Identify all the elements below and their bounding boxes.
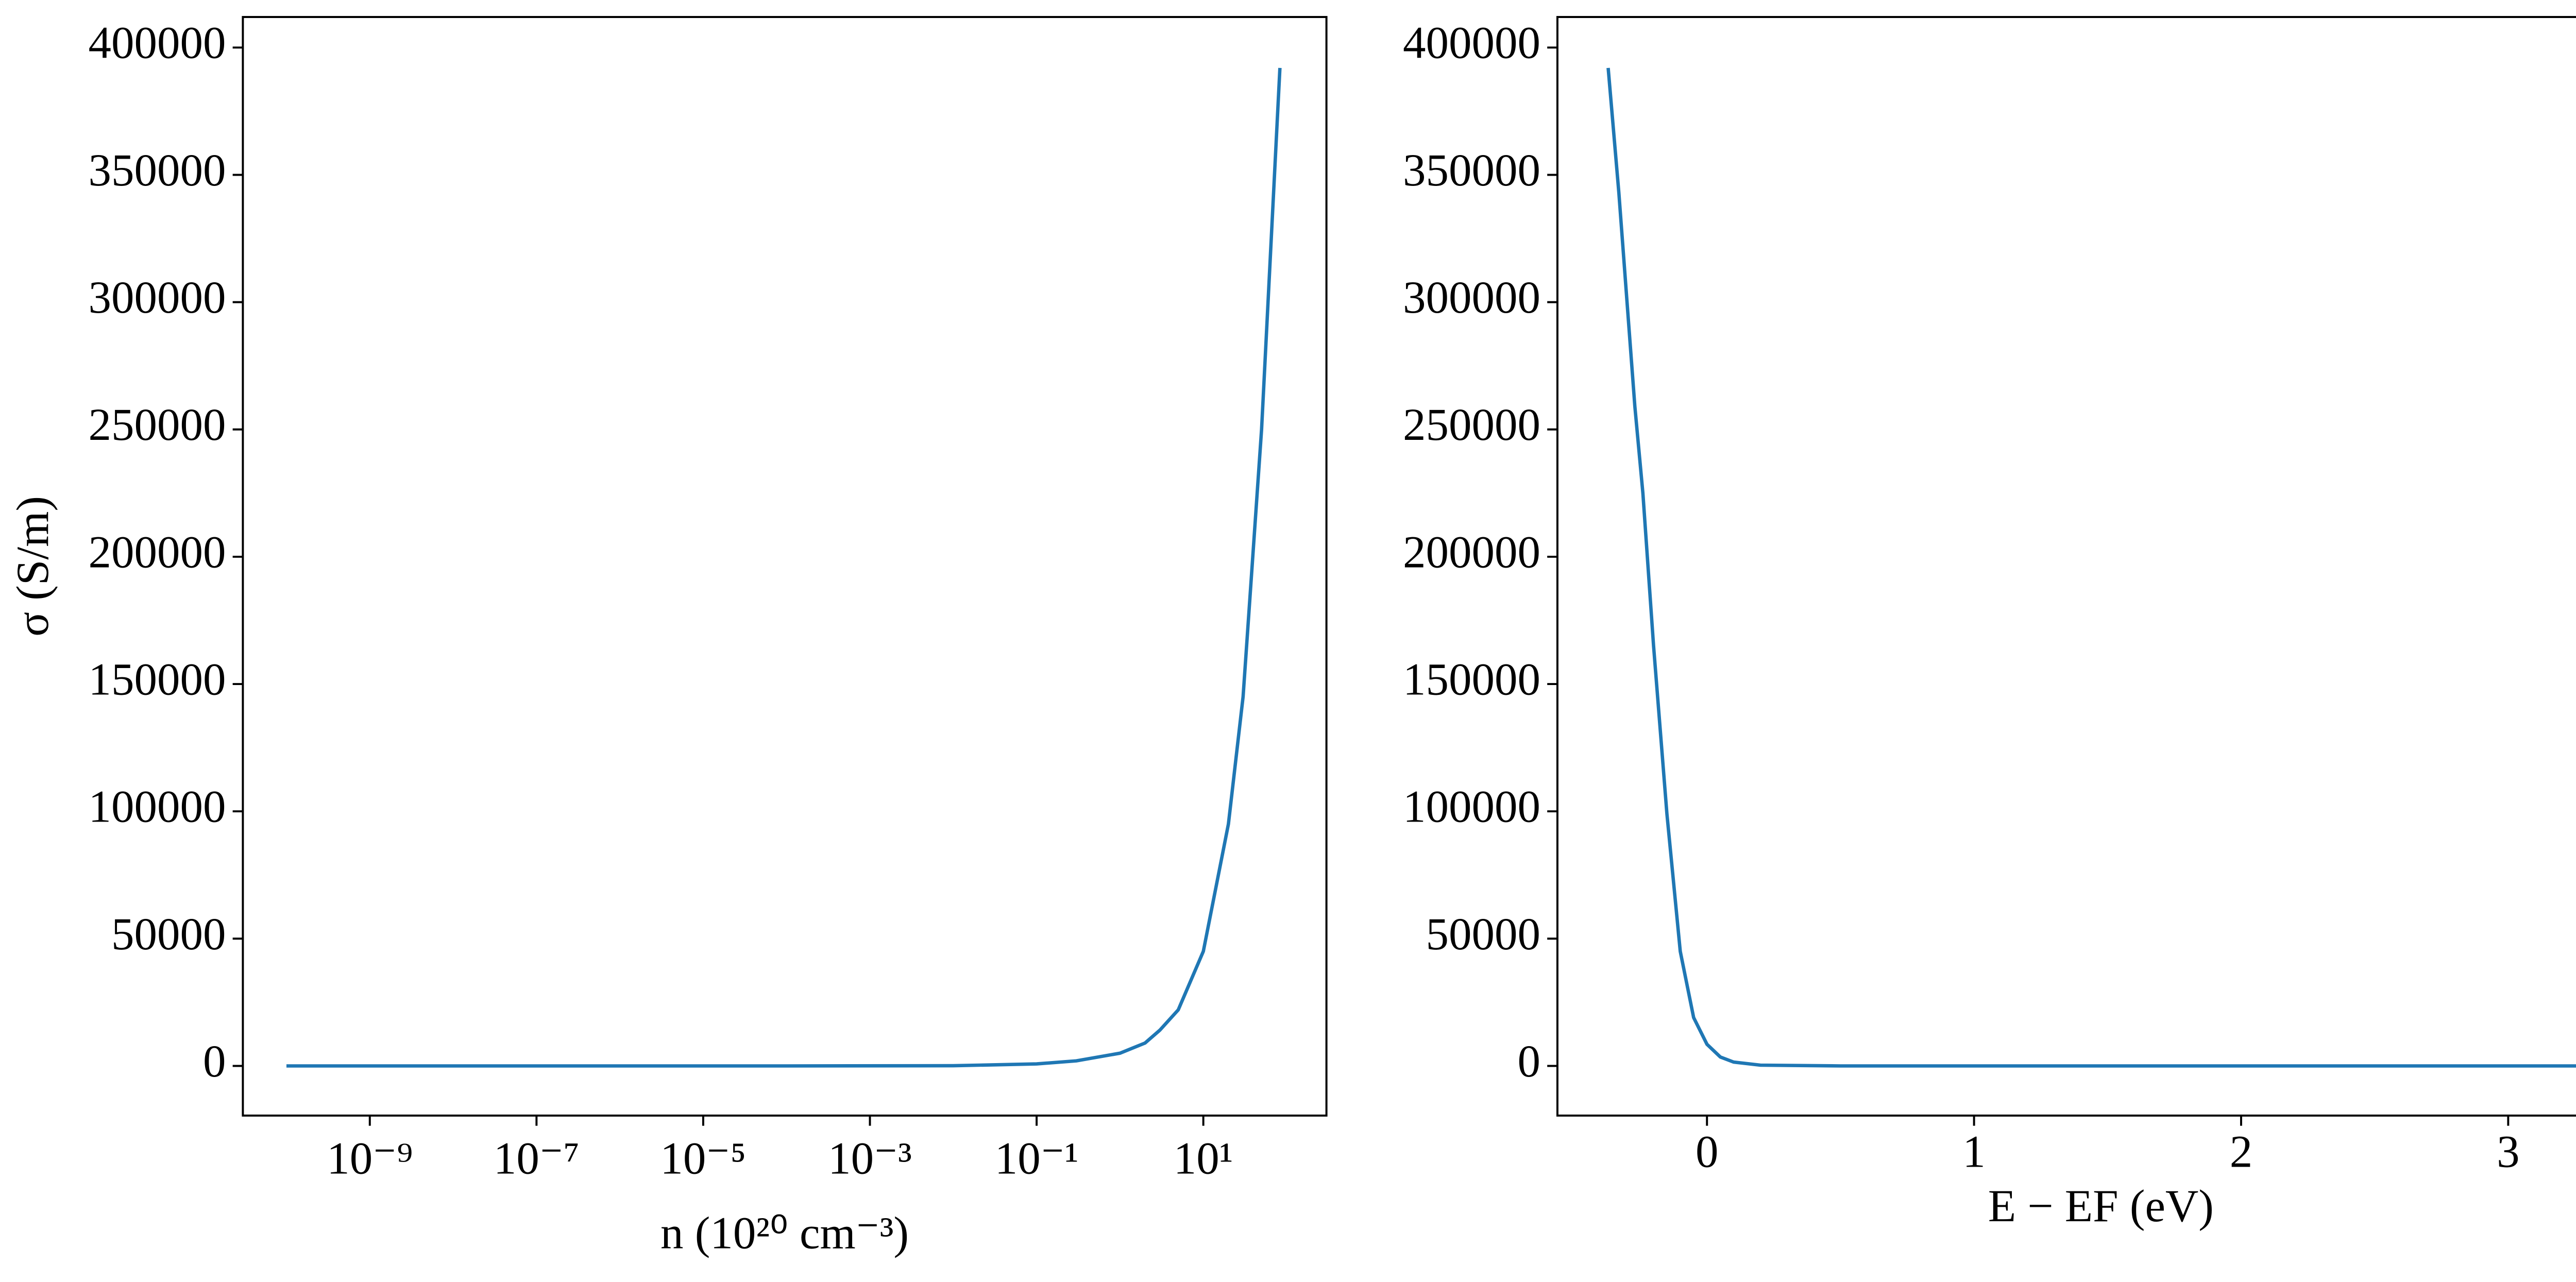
y-tick-label: 400000 <box>1403 18 1540 69</box>
x-tick-label: 3 <box>2497 1126 2520 1177</box>
y-tick-label: 150000 <box>1403 654 1540 705</box>
x-tick-label: 10⁻¹ <box>995 1134 1079 1184</box>
x-tick-label: 10⁻⁵ <box>660 1134 746 1184</box>
plot-frame <box>242 16 1328 1117</box>
x-tick-label: 10⁻⁹ <box>327 1134 413 1184</box>
x-axis-label: E − EF (eV) <box>1988 1181 2214 1232</box>
y-tick-label: 300000 <box>88 272 226 323</box>
data-line <box>286 67 1282 1068</box>
y-tick-label: 150000 <box>88 654 226 705</box>
y-tick-label: 50000 <box>1426 909 1540 960</box>
y-tick-label: 50000 <box>111 909 226 960</box>
y-tick-label: 0 <box>203 1036 226 1087</box>
y-tick-label: 350000 <box>88 145 226 196</box>
data-line <box>1606 67 2576 1068</box>
y-tick-label: 200000 <box>1403 527 1540 577</box>
x-axis-label: n (10²⁰ cm⁻³) <box>660 1208 909 1259</box>
x-tick-label: 10⁻⁷ <box>494 1134 580 1184</box>
x-tick-label: 0 <box>1696 1126 1719 1177</box>
y-tick-label: 250000 <box>1403 400 1540 450</box>
x-tick-label: 10¹ <box>1174 1134 1233 1184</box>
y-tick-label: 0 <box>1517 1036 1540 1087</box>
x-tick-label: 1 <box>1962 1126 1986 1177</box>
x-tick-label: 10⁻³ <box>828 1134 912 1184</box>
y-tick-label: 300000 <box>1403 272 1540 323</box>
y-axis-label: σ (S/m) <box>8 496 58 637</box>
y-tick-label: 100000 <box>88 782 226 832</box>
y-tick-label: 200000 <box>88 527 226 577</box>
plot-frame <box>1556 16 2576 1117</box>
y-tick-label: 250000 <box>88 400 226 450</box>
y-tick-label: 350000 <box>1403 145 1540 196</box>
y-tick-label: 100000 <box>1403 782 1540 832</box>
y-tick-label: 400000 <box>88 18 226 69</box>
x-tick-label: 2 <box>2230 1126 2253 1177</box>
